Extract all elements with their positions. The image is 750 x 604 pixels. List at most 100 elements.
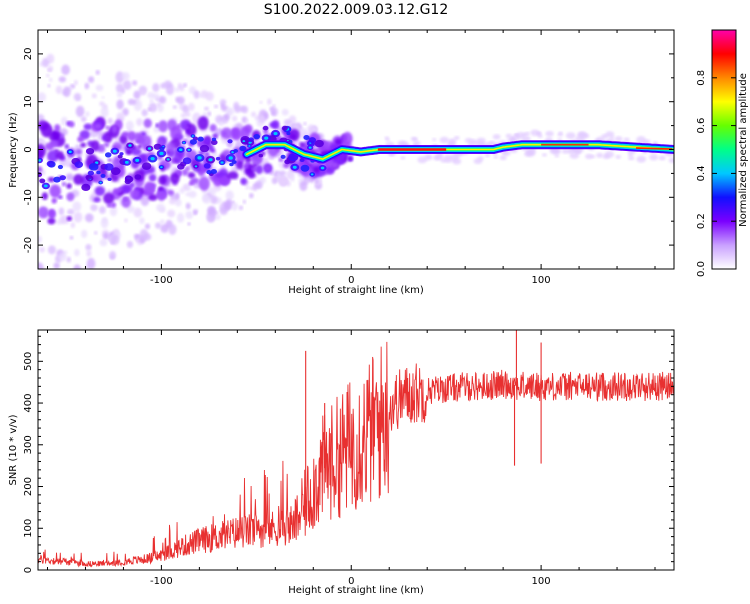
spectrogram-peak-spot bbox=[128, 144, 132, 147]
spectrogram-band-blob bbox=[55, 150, 65, 160]
spectrogram-core-blob bbox=[85, 174, 92, 180]
spectrogram-peak-spot bbox=[135, 158, 140, 162]
spectrogram-core-blob bbox=[74, 161, 84, 169]
spectrogram-core-blob bbox=[96, 170, 101, 175]
x-tick-label: -100 bbox=[150, 275, 173, 286]
spectrogram-noise-blob bbox=[91, 93, 97, 99]
y-tick-label: 300 bbox=[23, 435, 34, 454]
spectrogram-noise-blob bbox=[142, 233, 152, 241]
spectrogram-noise-blob bbox=[249, 192, 254, 199]
spectrogram-halo-blob bbox=[476, 137, 486, 145]
spectrogram-core-blob bbox=[104, 163, 114, 171]
spectrogram-band-blob bbox=[148, 174, 157, 182]
spectrogram-core-blob bbox=[210, 168, 218, 175]
y-tick-label: 400 bbox=[23, 393, 34, 412]
spectrogram-peak-spot bbox=[112, 149, 117, 153]
spectrogram-noise-blob bbox=[116, 99, 124, 110]
spectrogram-halo-blob bbox=[499, 155, 507, 161]
spectrogram-core-blob bbox=[262, 125, 269, 131]
spectrogram-band-blob bbox=[181, 168, 189, 176]
spectrogram-x-axis-label: Height of straight line (km) bbox=[288, 285, 424, 296]
spectrogram-core-blob bbox=[239, 145, 247, 152]
spectrogram-noise-blob bbox=[160, 170, 166, 175]
spectrogram-noise-blob bbox=[95, 70, 100, 75]
spectrogram-noise-blob bbox=[101, 96, 105, 99]
spectrogram-band-blob bbox=[64, 143, 70, 150]
spectrogram-noise-blob bbox=[233, 101, 240, 110]
spectrogram-peak-spot bbox=[292, 165, 297, 169]
spectrogram-peak-spot bbox=[160, 166, 163, 169]
spectrogram-band-blob bbox=[288, 129, 300, 142]
spectrogram-band-blob bbox=[334, 138, 342, 146]
spectrogram-noise-blob bbox=[136, 118, 143, 127]
spectrogram-band-blob bbox=[177, 170, 182, 175]
spectrogram-band-blob bbox=[50, 140, 59, 148]
spectrogram-halo-blob bbox=[485, 154, 490, 158]
spectrogram-noise-blob bbox=[215, 128, 222, 135]
spectrogram-core-blob bbox=[231, 160, 237, 165]
spectrogram-halo-blob bbox=[477, 156, 484, 161]
spectrogram-noise-blob bbox=[81, 229, 88, 239]
spectrogram-band-blob bbox=[94, 185, 106, 196]
spectrogram-band-blob bbox=[348, 156, 353, 161]
spectrogram-noise-blob bbox=[149, 98, 154, 104]
spectrogram-noise-blob bbox=[127, 205, 136, 213]
spectrogram-peak-spot bbox=[228, 156, 233, 160]
spectrogram-core-blob bbox=[215, 156, 221, 161]
spectrogram-noise-blob bbox=[100, 106, 109, 118]
spectrogram-noise-blob bbox=[122, 108, 129, 116]
spectrogram-band-blob bbox=[323, 141, 329, 147]
spectrogram-halo-blob bbox=[577, 131, 588, 139]
spectrogram-band-blob bbox=[269, 122, 278, 128]
spectrogram-core-blob bbox=[300, 164, 310, 172]
spectrogram-peak-spot bbox=[191, 135, 195, 137]
spectrogram-noise-blob bbox=[103, 232, 109, 239]
spectrogram-core-blob bbox=[57, 164, 64, 170]
spectrogram-band-blob bbox=[203, 137, 211, 145]
spectrogram-peak-spot bbox=[310, 173, 314, 176]
snr-y-axis-label: SNR (10 * v/v) bbox=[8, 414, 19, 485]
spectrogram-core-blob bbox=[104, 152, 112, 158]
spectrogram-core-blob bbox=[227, 139, 233, 144]
spectrogram-noise-blob bbox=[75, 105, 85, 118]
y-tick-label: 20 bbox=[23, 48, 34, 61]
spectrogram-noise-blob bbox=[177, 82, 183, 90]
y-tick-label: 10 bbox=[23, 95, 34, 108]
spectrogram-noise-blob bbox=[245, 185, 250, 190]
y-tick-label: -10 bbox=[23, 189, 34, 205]
spectrogram-band-blob bbox=[243, 164, 249, 169]
spectrogram-noise-blob bbox=[94, 231, 98, 235]
spectrogram-noise-blob bbox=[59, 215, 67, 225]
spectrogram-noise-blob bbox=[258, 115, 266, 124]
snr-series-line bbox=[38, 330, 674, 568]
spectrogram-noise-blob bbox=[300, 128, 308, 135]
spectrogram-noise-blob bbox=[126, 240, 134, 249]
spectrogram-peak-spot bbox=[208, 158, 213, 162]
spectrogram-noise-blob bbox=[58, 252, 68, 262]
spectrogram-noise-blob bbox=[80, 116, 87, 123]
spectrogram-noise-blob bbox=[147, 107, 152, 112]
spectrogram-peak-spot bbox=[124, 160, 129, 164]
spectrogram-halo-blob bbox=[604, 151, 615, 158]
spectrogram-band-blob bbox=[239, 126, 251, 140]
spectrogram-halo-blob bbox=[537, 134, 543, 139]
spectrogram-band-blob bbox=[66, 192, 75, 202]
spectrogram-band-blob bbox=[240, 177, 247, 185]
spectrogram-core-blob bbox=[281, 125, 288, 131]
spectrogram-band-blob bbox=[111, 125, 118, 133]
spectrogram-band-blob bbox=[278, 157, 284, 162]
spectrogram-noise-blob bbox=[133, 207, 143, 218]
spectrogram-frame bbox=[37, 29, 675, 270]
spectrogram-noise-blob bbox=[86, 250, 92, 257]
spectrogram-halo-blob bbox=[542, 153, 547, 157]
spectrogram-red-core bbox=[636, 147, 673, 150]
spectrogram-noise-blob bbox=[202, 194, 212, 204]
spectrogram-noise-blob bbox=[205, 91, 214, 102]
spectrogram-band-blob bbox=[106, 203, 113, 208]
spectrogram-noise-blob bbox=[279, 170, 287, 176]
spectrogram-noise-blob bbox=[124, 218, 128, 223]
spectrogram-y-axis-label: Frequency (Hz) bbox=[8, 112, 19, 188]
spectrogram-noise-blob bbox=[176, 212, 185, 223]
spectrogram-core-blob bbox=[87, 170, 95, 176]
spectrogram-peak-spot bbox=[43, 184, 48, 188]
